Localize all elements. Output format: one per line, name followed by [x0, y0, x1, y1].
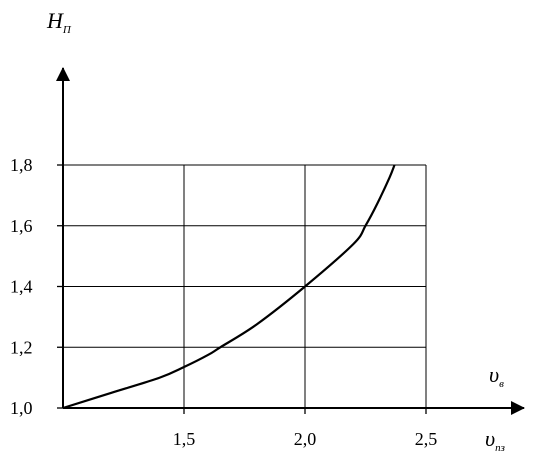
y-tick-label: 1,0 [10, 398, 33, 418]
data-curve [62, 164, 396, 410]
x-tick-label: 2,5 [415, 429, 438, 449]
y-tick-label: 1,2 [10, 337, 33, 357]
y-tick-label: 1,8 [10, 155, 33, 175]
y-tick-label: 1,6 [10, 216, 33, 236]
x-tick-label: 1,5 [173, 429, 196, 449]
y-tick-labels: 1,0 1,2 1,4 1,6 1,8 [10, 155, 33, 418]
y-axis-label: HП [46, 8, 72, 36]
x-tick-labels: 1,5 2,0 2,5 [173, 429, 438, 449]
x-axis-label-upper: υв [489, 362, 504, 390]
grid [63, 164, 427, 408]
x-axis-label-lower: υпз [485, 426, 505, 454]
x-tick-label: 2,0 [294, 429, 317, 449]
axes [56, 67, 525, 415]
y-tick-label: 1,4 [10, 277, 33, 297]
